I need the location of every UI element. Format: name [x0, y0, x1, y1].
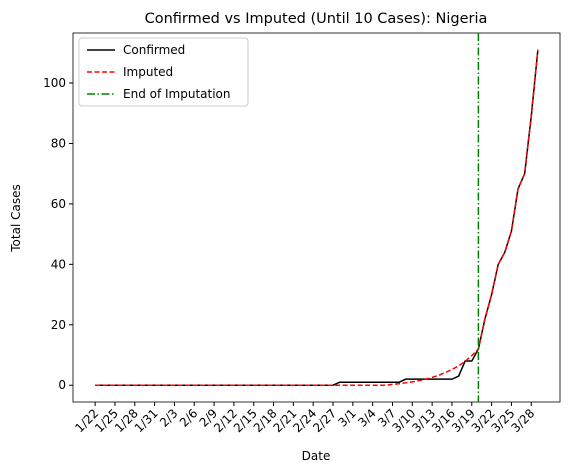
legend-label: End of Imputation	[123, 87, 231, 101]
x-tick-label: 3/1	[335, 406, 359, 430]
legend-label: Imputed	[123, 65, 173, 79]
x-tick-label: 2/3	[157, 406, 181, 430]
x-tick-label: 2/6	[177, 406, 201, 430]
x-tick-label: 2/27	[310, 406, 339, 435]
x-tick-label: 3/4	[355, 406, 379, 430]
y-tick-label: 60	[51, 197, 66, 211]
y-tick-label: 0	[58, 378, 66, 392]
chart-title: Confirmed vs Imputed (Until 10 Cases): N…	[145, 11, 488, 27]
plot-area	[72, 32, 561, 403]
x-axis-label: Date	[302, 449, 331, 463]
x-tick-label: 1/31	[132, 406, 161, 435]
x-tick-label: 3/28	[508, 406, 537, 435]
legend-label: Confirmed	[123, 43, 185, 57]
line-series	[95, 49, 539, 386]
y-axis-label: Total Cases	[9, 184, 23, 252]
y-tick-label: 80	[51, 136, 66, 150]
y-tick-label: 20	[51, 318, 66, 332]
y-tick-label: 100	[43, 76, 66, 90]
legend-box	[78, 37, 249, 107]
y-tick-label: 40	[51, 257, 66, 271]
